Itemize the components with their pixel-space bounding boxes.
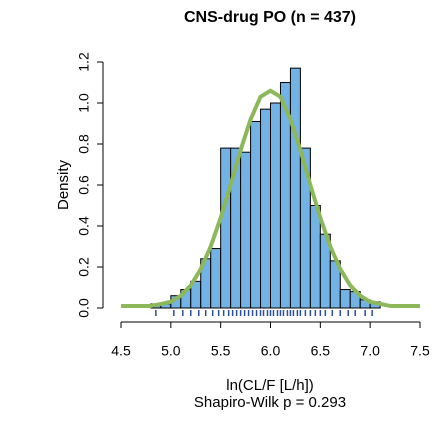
bar <box>220 147 232 309</box>
x-tick-label: 7.0 <box>360 343 380 359</box>
y-tick-label: 1.2 <box>76 52 92 72</box>
y-tick-label: 0.8 <box>76 134 92 154</box>
chart-title: CNS-drug PO (n = 437) <box>184 9 356 26</box>
bar <box>210 248 222 309</box>
bar <box>250 120 262 309</box>
x-tick-label: 5.0 <box>161 343 181 359</box>
x-tick-label: 6.5 <box>311 343 331 359</box>
x-tick-label: 7.5 <box>410 343 430 359</box>
x-axis-label: ln(CL/F [L/h]) <box>226 377 314 394</box>
y-tick-label: 1.0 <box>76 93 92 113</box>
y-tick-label: 0.2 <box>76 257 92 277</box>
bar <box>260 108 271 309</box>
x-tick-label: 5.5 <box>211 343 231 359</box>
y-tick-label: 0.0 <box>76 298 92 318</box>
y-axis-label: Density <box>55 159 72 210</box>
x-tick-label: 6.0 <box>261 343 281 359</box>
bar <box>240 151 252 309</box>
subtitle: Shapiro-Wilk p = 0.293 <box>194 394 346 411</box>
y-tick-label: 0.4 <box>76 216 92 236</box>
bar <box>270 102 281 309</box>
density-curve <box>121 88 420 308</box>
bar <box>339 289 351 309</box>
y-tick-label: 0.6 <box>76 175 92 195</box>
bar <box>309 205 321 309</box>
bar <box>289 67 301 309</box>
x-tick-label: 4.5 <box>111 343 131 359</box>
